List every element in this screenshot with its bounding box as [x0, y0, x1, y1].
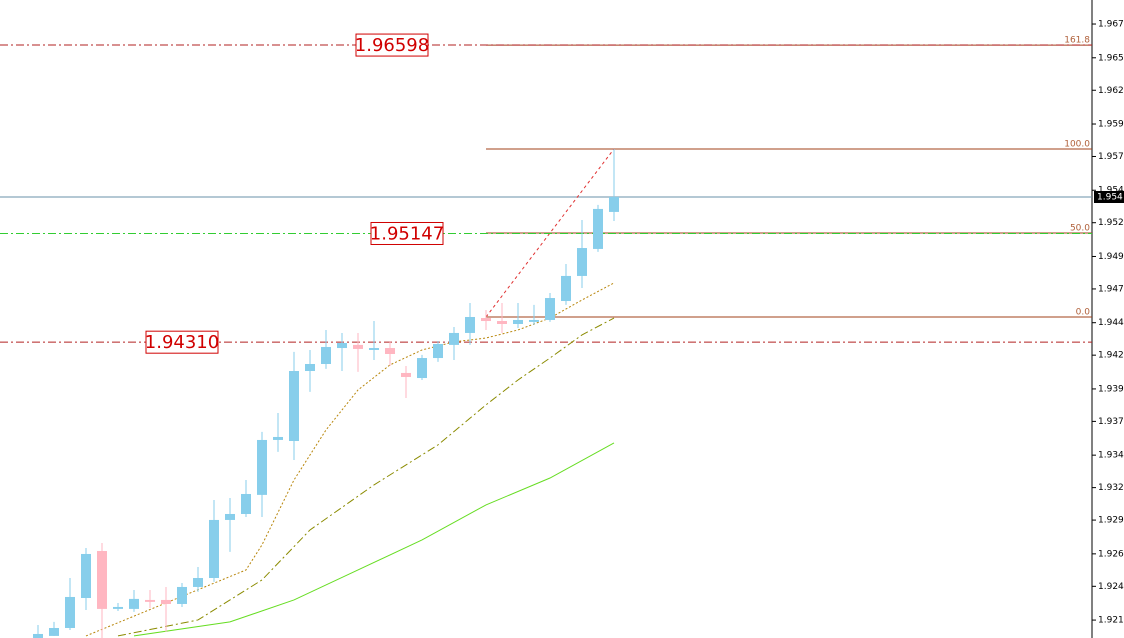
candle-body	[545, 298, 555, 320]
candle-body	[401, 372, 411, 377]
y-tick-label: 1.944	[1098, 318, 1124, 328]
candle-body	[609, 196, 619, 212]
level-label: 1.94310	[145, 332, 219, 353]
candle-body	[577, 248, 587, 276]
candle-body	[33, 633, 43, 638]
y-tick-label: 1.939	[1098, 384, 1124, 394]
current-price-box	[1094, 190, 1124, 203]
candle-body	[449, 332, 459, 345]
candle-body	[193, 578, 203, 587]
candle-body	[497, 321, 507, 324]
level-label: 1.95147	[370, 223, 444, 244]
candle-body	[593, 208, 603, 249]
y-tick-label: 1.924	[1098, 582, 1124, 592]
level-label: 1.96598	[355, 35, 429, 56]
y-tick-label: 1.962	[1098, 86, 1124, 96]
moving-average	[117, 317, 615, 637]
candle-body	[481, 318, 491, 322]
y-tick-label: 1.967	[1098, 20, 1124, 30]
fib-trend	[485, 148, 615, 318]
y-tick-label: 1.934	[1098, 451, 1124, 461]
candle-body	[161, 599, 171, 604]
candle-body	[337, 342, 347, 349]
candle-body	[65, 596, 75, 629]
candle-body	[177, 586, 187, 604]
level-label-box	[370, 221, 444, 245]
y-tick-label: 1.965	[1098, 53, 1124, 63]
candle-body	[289, 371, 299, 442]
y-tick-label: 1.932	[1098, 483, 1124, 493]
y-tick-label: 1.942	[1098, 351, 1124, 361]
moving-average	[133, 442, 615, 637]
fib-label: 100.0	[1064, 139, 1090, 149]
candle-body	[273, 436, 283, 440]
candle-body	[241, 493, 251, 514]
candle-body	[225, 513, 235, 520]
candle-body	[529, 319, 539, 322]
y-tick-label: 1.952	[1098, 218, 1124, 228]
candle-body	[561, 275, 571, 302]
candle-body	[49, 628, 59, 636]
candle-body	[385, 348, 395, 354]
candle-body	[321, 346, 331, 364]
candle-body	[305, 363, 315, 372]
fib-label: 50.0	[1070, 223, 1090, 233]
fib-label: 0.0	[1076, 307, 1091, 317]
y-tick-label: 1.926	[1098, 549, 1124, 559]
level-label-box	[355, 33, 429, 57]
moving-average	[85, 282, 615, 637]
y-tick-label: 1.959	[1098, 120, 1124, 130]
candle-body	[369, 348, 379, 350]
candle-body	[113, 606, 123, 609]
candle-body	[417, 358, 427, 379]
current-price-label: 1.954	[1097, 192, 1123, 202]
y-tick-label: 1.949	[1098, 252, 1124, 262]
candle-body	[81, 553, 91, 599]
candle-body	[145, 599, 155, 602]
candle-body	[129, 598, 139, 609]
candle-body	[465, 316, 475, 333]
y-tick-label: 1.957	[1098, 152, 1124, 162]
y-tick-label: 1.921	[1098, 616, 1124, 626]
candle-body	[97, 550, 107, 609]
y-tick-label: 1.929	[1098, 516, 1124, 526]
fib-label: 161.8	[1064, 36, 1090, 46]
y-tick-label: 1.937	[1098, 417, 1124, 427]
candle-body	[353, 344, 363, 349]
y-tick-label: 1.954	[1098, 186, 1124, 196]
candle-body	[209, 519, 219, 579]
candle-body	[257, 439, 267, 495]
level-label-box	[145, 330, 219, 354]
candle-body	[513, 319, 523, 324]
y-tick-label: 1.947	[1098, 284, 1124, 294]
candle-body	[433, 343, 443, 359]
